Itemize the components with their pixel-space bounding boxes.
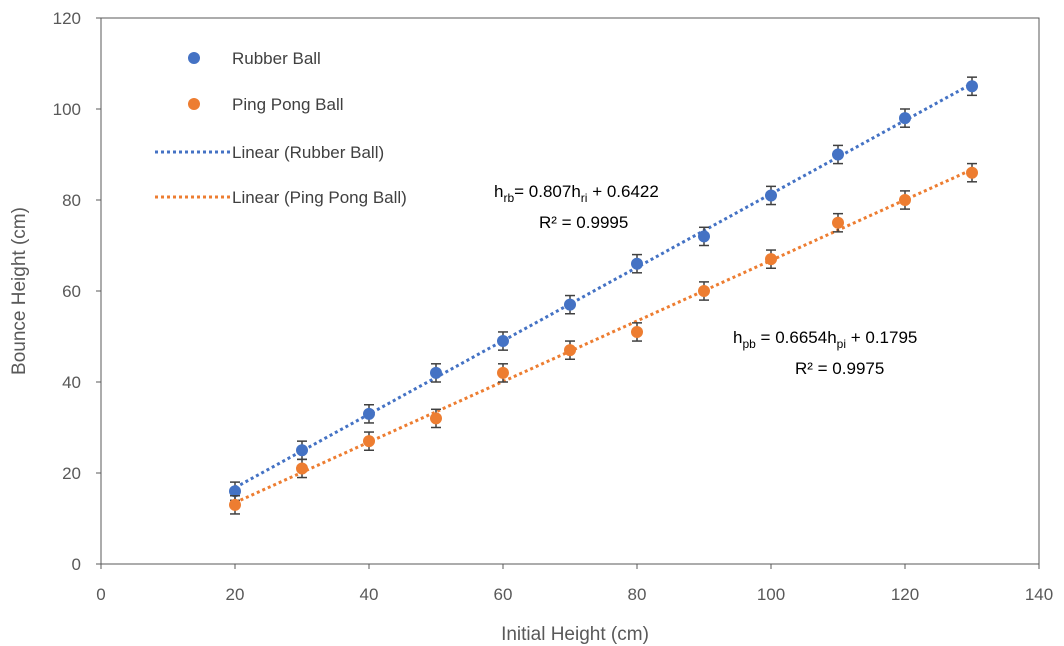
data-point-ping-pong-ball (296, 462, 308, 475)
data-point-rubber-ball (765, 189, 777, 202)
y-tick-label: 120 (53, 9, 81, 28)
legend-label-ping-pong-ball: Ping Pong Ball (232, 95, 344, 114)
x-tick-label: 40 (360, 585, 379, 604)
x-tick-label: 80 (628, 585, 647, 604)
axes: 0 20 40 60 80 100 120 140 0 20 40 60 80 100 120 (53, 9, 1054, 604)
legend-label-rubber-ball: Rubber Ball (232, 49, 321, 68)
data-point-ping-pong-ball (497, 366, 509, 379)
r-squared-ping-pong-ball: R² = 0.9975 (795, 359, 884, 378)
trendline-rubber-ball (234, 82, 973, 489)
legend-marker-ping-pong-ball (188, 98, 200, 110)
data-point-rubber-ball (631, 257, 643, 270)
legend-label-linear-ping-pong-ball: Linear (Ping Pong Ball) (232, 188, 407, 207)
x-tick-label: 60 (494, 585, 513, 604)
data-point-rubber-ball (698, 230, 710, 243)
trendlines (234, 82, 973, 504)
x-axis-title: Initial Height (cm) (501, 624, 649, 645)
data-point-ping-pong-ball (631, 325, 643, 338)
data-points (229, 76, 978, 515)
data-point-rubber-ball (296, 444, 308, 457)
data-point-ping-pong-ball (229, 498, 241, 511)
trendline-equations: hrb= 0.807hri + 0.6422 R² = 0.9995 hpb =… (494, 182, 917, 378)
data-point-rubber-ball (430, 366, 442, 379)
data-point-ping-pong-ball (899, 194, 911, 206)
data-point-rubber-ball (966, 80, 978, 93)
y-tick-label: 40 (62, 373, 81, 392)
x-tick-label: 100 (757, 585, 785, 604)
data-point-ping-pong-ball (430, 412, 442, 425)
data-point-ping-pong-ball (765, 253, 777, 266)
data-point-rubber-ball (497, 335, 509, 348)
data-point-rubber-ball (363, 407, 375, 420)
x-tick-label: 20 (226, 585, 245, 604)
y-tick-label: 20 (62, 464, 81, 483)
trendline-ping-pong-ball (234, 168, 973, 504)
y-axis-title: Bounce Height (cm) (9, 207, 30, 375)
equation-ping-pong-ball: hpb = 0.6654hpi + 0.1795 (733, 328, 917, 351)
x-tick-label: 0 (96, 585, 105, 604)
data-point-rubber-ball (564, 298, 576, 311)
data-point-ping-pong-ball (363, 435, 375, 448)
x-tick-label: 120 (891, 585, 919, 604)
legend-label-linear-rubber-ball: Linear (Rubber Ball) (232, 143, 384, 162)
y-tick-label: 80 (62, 191, 81, 210)
y-tick-label: 60 (62, 282, 81, 301)
y-tick-label: 100 (53, 100, 81, 119)
data-point-ping-pong-ball (564, 344, 576, 357)
r-squared-rubber-ball: R² = 0.9995 (539, 213, 628, 232)
data-point-rubber-ball (899, 112, 911, 125)
x-tick-label: 140 (1025, 585, 1053, 604)
data-point-rubber-ball (229, 485, 241, 498)
data-point-rubber-ball (832, 148, 844, 161)
legend: Rubber Ball Ping Pong Ball Linear (Rubbe… (155, 49, 407, 207)
legend-marker-rubber-ball (188, 52, 200, 64)
equation-rubber-ball: hrb= 0.807hri + 0.6422 (494, 182, 659, 205)
data-point-ping-pong-ball (966, 166, 978, 179)
y-tick-label: 0 (72, 555, 81, 574)
data-point-ping-pong-ball (698, 285, 710, 297)
data-point-ping-pong-ball (832, 216, 844, 229)
